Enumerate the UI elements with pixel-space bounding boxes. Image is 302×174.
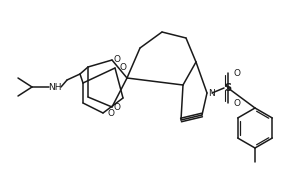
Text: O: O bbox=[114, 54, 121, 64]
Text: N: N bbox=[208, 89, 215, 98]
Text: O: O bbox=[114, 104, 121, 113]
Text: NH: NH bbox=[48, 84, 62, 93]
Text: O: O bbox=[119, 64, 126, 73]
Text: S: S bbox=[224, 83, 232, 93]
Text: O: O bbox=[234, 69, 241, 77]
Text: O: O bbox=[234, 98, 241, 108]
Text: O: O bbox=[107, 109, 114, 117]
